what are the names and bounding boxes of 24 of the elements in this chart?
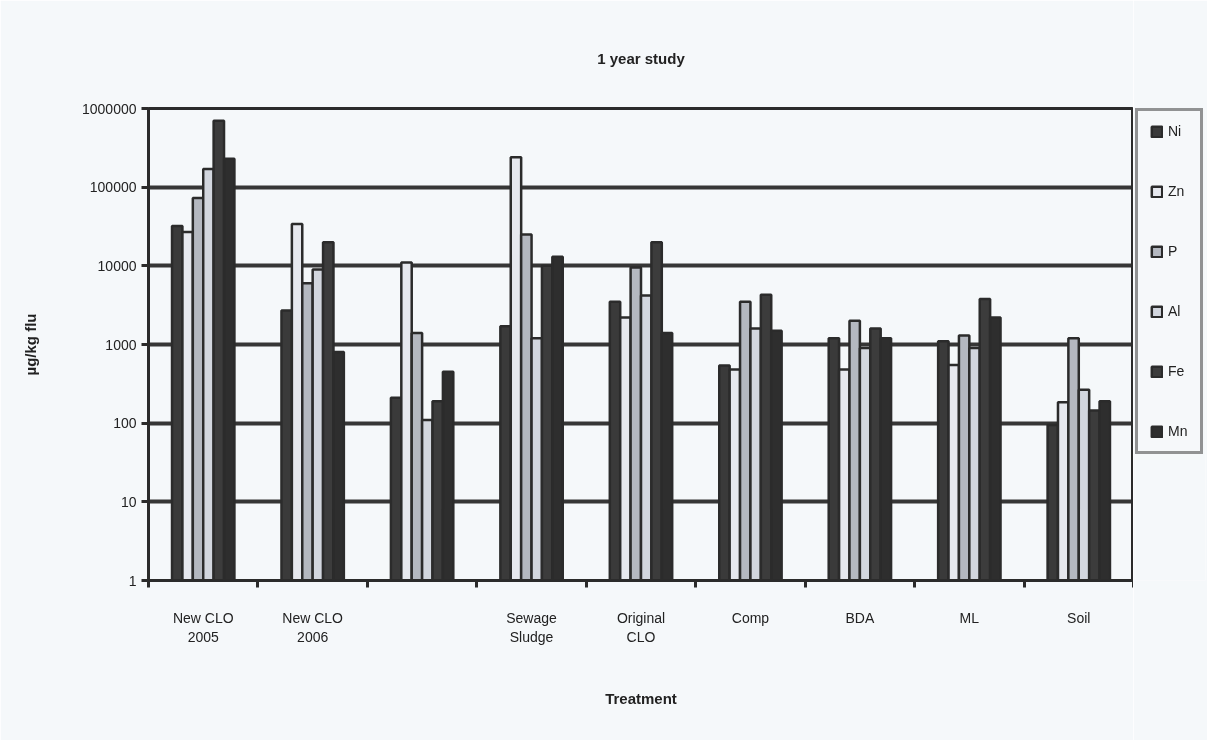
- x-tick-label: New CLO 2005: [172, 609, 234, 645]
- x-tick-label: ML: [959, 609, 980, 626]
- x-tick-label: BDA: [845, 609, 875, 626]
- legend-label: Fe: [1168, 363, 1186, 379]
- x-tick-label: Original CLO: [616, 609, 666, 645]
- y-tick-label: 100000: [89, 179, 137, 196]
- legend-label: Mn: [1168, 423, 1188, 439]
- y-tick-label: 10: [120, 493, 137, 510]
- y-tick-label: 1000: [105, 336, 137, 353]
- x-axis-title: Treatment: [605, 689, 677, 707]
- y-tick-label: 1: [128, 572, 137, 589]
- legend-label: Ni: [1168, 123, 1183, 139]
- legend-label: P: [1168, 243, 1179, 259]
- y-axis-title: µg/kg flu: [22, 313, 39, 376]
- x-tick-label: Soil: [1067, 609, 1091, 626]
- chart-title: 1 year study: [597, 49, 686, 67]
- y-tick-label: 1000000: [82, 100, 137, 117]
- x-tick-label: New CLO 2006: [282, 609, 344, 645]
- legend-label: Zn: [1168, 183, 1186, 199]
- legend-label: Al: [1168, 303, 1182, 319]
- x-tick-label: Comp: [731, 609, 770, 626]
- y-tick-label: 10000: [97, 257, 137, 274]
- y-tick-label: 100: [113, 415, 137, 432]
- x-tick-label: Sewage Sludge: [506, 609, 558, 645]
